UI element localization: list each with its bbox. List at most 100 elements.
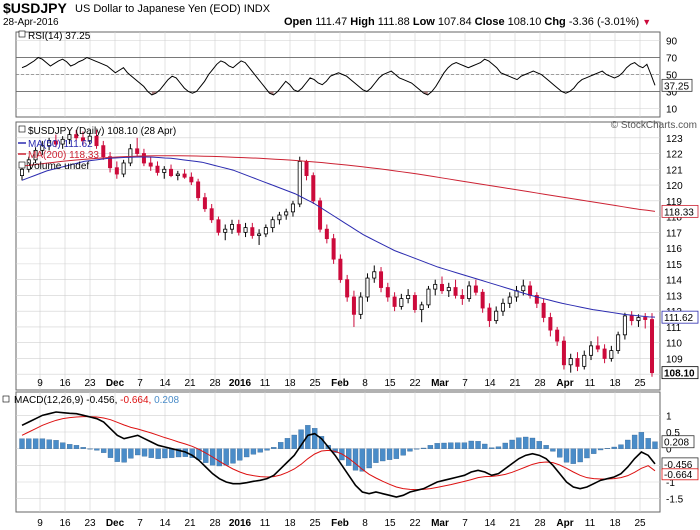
volume-legend: Volume undef	[28, 161, 89, 172]
price-candle-body	[270, 219, 275, 229]
macd-histogram-bar	[420, 447, 427, 449]
macd-histogram-bar	[400, 448, 406, 456]
macd-histogram-bar	[189, 448, 195, 458]
macd-x-tick-label: 21	[509, 518, 521, 529]
macd-histogram-bar	[148, 448, 154, 458]
price-candle-body	[609, 350, 614, 359]
instrument-name: US Dollar to Japanese Yen (EOD)	[75, 3, 241, 15]
price-candle-body	[419, 304, 424, 310]
ma200-last-value-label: 118.33	[664, 207, 694, 218]
macd-histogram-bar	[591, 448, 597, 454]
macd-histogram-bar	[563, 448, 570, 463]
exchange-label: INDX	[243, 3, 271, 15]
close-value: 108.10	[507, 16, 542, 28]
macd-line	[21, 411, 656, 498]
price-candle-body	[358, 296, 363, 315]
price-candle-body	[223, 228, 228, 233]
change-down-arrow-icon: ▼	[642, 17, 652, 27]
macd-y-tick-label: 1	[666, 411, 672, 422]
macd-x-tick-label: 11	[585, 518, 596, 529]
price-candle-body	[108, 156, 113, 169]
price-candle-body	[650, 319, 655, 374]
macd-histogram-bar	[373, 448, 379, 463]
price-y-tick-label: 113	[666, 291, 682, 302]
price-candle-body	[87, 135, 92, 142]
macd-histogram-bar	[107, 448, 114, 458]
macd-x-tick-label: 25	[634, 518, 646, 529]
macd-histogram-bar	[584, 448, 590, 459]
rsi-y-tick-label: 30	[666, 88, 678, 99]
macd-histogram-bar	[516, 437, 522, 449]
price-candle-body	[507, 296, 512, 304]
macd-histogram-bar	[461, 442, 468, 449]
price-candle-body	[412, 295, 417, 311]
price-candle-body	[494, 310, 499, 322]
last-close-label-box	[661, 366, 699, 380]
macd-x-tick-label: 18	[609, 518, 621, 529]
macd-histogram-bar	[536, 441, 542, 449]
macd-histogram-bar	[243, 448, 250, 458]
macd-histogram-bar	[434, 443, 440, 449]
macd-histogram-bar	[264, 448, 270, 451]
price-candle-body	[406, 295, 411, 299]
macd-histogram-bar	[407, 448, 413, 452]
macd-y-tick-label: 0	[666, 445, 672, 456]
macd-hist-value-label: 0.208	[664, 438, 689, 449]
macd-x-tick-label: 22	[409, 518, 421, 529]
price-candle-body	[521, 285, 526, 292]
price-candle-body	[467, 285, 472, 299]
price-candle-body	[568, 358, 573, 366]
chart-symbol: $USDJPY	[3, 0, 67, 16]
macd-histogram-bar	[60, 442, 66, 449]
price-candle-body	[304, 161, 309, 176]
macd-histogram-bar	[223, 448, 229, 466]
price-candle-body	[297, 161, 302, 205]
price-candle-body	[202, 197, 207, 210]
price-x-tick-label: 21	[184, 378, 196, 389]
price-x-tick-label: Mar	[431, 378, 449, 389]
macd-legend-macd-value: -0.456,	[86, 395, 120, 406]
macd-histogram-bar	[271, 447, 277, 449]
price-candle-body	[575, 358, 580, 367]
macd-histogram-bar	[577, 448, 583, 463]
price-candle-body	[53, 140, 58, 145]
price-candle-body	[128, 148, 133, 164]
ma200-last-value-label-box	[661, 204, 699, 218]
ma200-legend: MA(200) 118.33	[28, 150, 99, 161]
macd-histogram-bar	[66, 444, 73, 449]
price-candle-body	[141, 153, 146, 164]
macd-x-tick-label: Apr	[556, 518, 573, 529]
price-candle-body	[487, 307, 492, 322]
price-candle-body	[290, 203, 295, 213]
price-candle-body	[250, 227, 255, 236]
price-candle-body	[643, 317, 648, 320]
macd-x-tick-label: 25	[309, 518, 321, 529]
macd-histogram-bar	[509, 439, 515, 449]
macd-histogram-bar	[216, 448, 223, 467]
macd-histogram-bar	[39, 438, 46, 449]
price-candle-body	[338, 258, 343, 281]
macd-histogram-bar	[53, 440, 59, 449]
macd-histogram-bar	[570, 448, 576, 464]
macd-histogram-bar	[366, 448, 372, 469]
macd-x-tick-label: 2016	[229, 518, 252, 529]
open-label: Open	[284, 16, 313, 28]
macd-histogram-bar	[495, 446, 502, 449]
macd-histogram-bar	[169, 448, 175, 458]
macd-x-tick-label: 21	[184, 518, 196, 529]
macd-histogram-bar	[94, 448, 100, 451]
macd-legend-prefix: MACD(12,26,9)	[14, 395, 86, 406]
macd-histogram-bar	[631, 434, 638, 449]
price-y-tick-label: 117	[666, 228, 682, 239]
price-candle-body	[243, 227, 248, 233]
chart-name: US Dollar to Japanese Yen (EOD) INDX	[75, 3, 270, 15]
macd-histogram-bar	[448, 442, 454, 449]
rsi-last-value-box	[661, 78, 693, 92]
price-x-tick-label: 11	[585, 378, 596, 389]
price-candle-body	[162, 168, 167, 173]
price-candle-body	[602, 348, 607, 359]
macd-x-tick-label: 28	[534, 518, 546, 529]
price-candle-body	[345, 279, 350, 298]
macd-legend-signal-value: -0.664,	[120, 395, 154, 406]
